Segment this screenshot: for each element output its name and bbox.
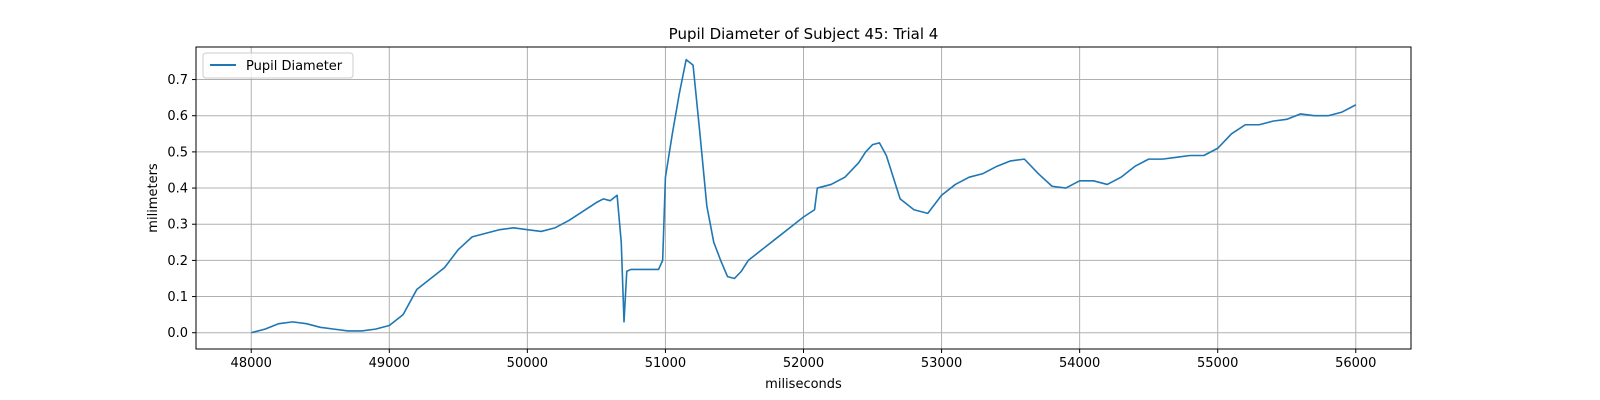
y-tick-label: 0.6 <box>167 109 188 124</box>
x-tick-label: 49000 <box>369 356 410 371</box>
y-tick-label: 0.5 <box>167 145 188 160</box>
y-tick-label: 0.7 <box>167 73 188 88</box>
x-tick-label: 52000 <box>783 356 824 371</box>
legend-label: Pupil Diameter <box>246 59 343 74</box>
legend: Pupil Diameter <box>202 52 354 79</box>
series-line <box>251 58 1357 334</box>
x-tick-label: 53000 <box>921 356 962 371</box>
x-tick-label: 50000 <box>507 356 548 371</box>
x-tick-label: 54000 <box>1059 356 1100 371</box>
y-tick-label: 0.2 <box>167 254 188 269</box>
y-tick-label: 0.3 <box>167 218 188 233</box>
x-axis-label: miliseconds <box>765 377 842 392</box>
legend-box <box>202 52 354 79</box>
chart-title: Pupil Diameter of Subject 45: Trial 4 <box>669 25 939 43</box>
series-layer <box>251 58 1357 334</box>
y-tick-label: 0.0 <box>167 326 188 341</box>
ticks: 48000 49000 50000 51000 52000 53000 54000 55000… <box>167 73 1376 371</box>
x-tick-label: 51000 <box>645 356 686 371</box>
y-axis-label: milimeters <box>146 163 161 233</box>
x-tick-label: 56000 <box>1335 356 1376 371</box>
x-tick-label: 48000 <box>231 356 272 371</box>
grid <box>196 47 1411 349</box>
x-tick-label: 55000 <box>1197 356 1238 371</box>
y-tick-label: 0.1 <box>167 290 188 305</box>
y-tick-label: 0.4 <box>167 182 188 197</box>
